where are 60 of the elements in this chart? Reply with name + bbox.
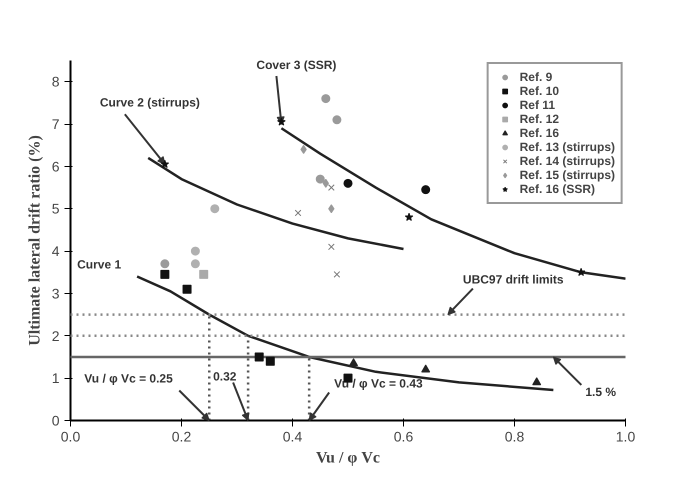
y-tick-label: 5 xyxy=(52,200,60,217)
x-tick-label: 0.0 xyxy=(60,428,80,444)
y-tick-label: 0 xyxy=(52,412,60,428)
point xyxy=(199,270,208,279)
point xyxy=(210,204,220,214)
legend-label: Ref. 12 xyxy=(520,112,559,126)
point xyxy=(328,204,335,214)
legend-label: Ref. 10 xyxy=(520,84,559,98)
point xyxy=(421,364,430,372)
annotation: Cover 3 (SSR) xyxy=(256,58,336,72)
point xyxy=(349,358,358,366)
annotation: Vu / φ Vc = 0.25 xyxy=(84,372,174,386)
point xyxy=(421,185,430,194)
annotation: Curve 1 xyxy=(77,258,122,272)
point xyxy=(160,259,170,268)
legend-label: Ref. 14 (stirrups) xyxy=(520,154,615,168)
y-axis-title: Ultimate lateral drift ratio (%) xyxy=(26,135,44,346)
point xyxy=(190,246,200,256)
point xyxy=(316,174,325,184)
legend-label: Ref. 13 (stirrups) xyxy=(520,140,615,154)
y-tick-label: 8 xyxy=(52,74,60,90)
annotation: 0.32 xyxy=(213,370,237,384)
point xyxy=(332,115,342,124)
x-tick-label: 0.6 xyxy=(394,428,414,444)
point xyxy=(321,94,330,104)
point xyxy=(328,244,335,250)
point xyxy=(182,284,192,294)
x-tick-label: 1.0 xyxy=(616,428,636,444)
legend-label: Ref. 16 (SSR) xyxy=(520,182,595,196)
legend-label: Ref. 15 (stirrups) xyxy=(520,168,615,182)
annotation: 1.5 % xyxy=(585,384,616,399)
point xyxy=(300,144,307,154)
y-tick-label: 6 xyxy=(52,158,60,174)
x-tick-label: 0.4 xyxy=(282,428,302,444)
x-axis-title: Vu / φ Vc xyxy=(316,450,380,466)
point xyxy=(532,377,542,386)
point xyxy=(294,210,302,216)
y-tick-label: 4 xyxy=(52,243,60,260)
x-tick-label: 0.8 xyxy=(504,428,524,444)
point xyxy=(328,184,335,191)
annotation: UBC97 drift limits xyxy=(462,272,564,287)
point xyxy=(576,268,586,276)
point xyxy=(254,352,264,362)
point xyxy=(266,356,275,366)
point xyxy=(404,212,414,221)
y-tick-label: 7 xyxy=(52,116,60,132)
line-series xyxy=(146,156,405,250)
legend-label: Ref. 9 xyxy=(520,70,552,84)
annotation: Curve 2 (stirrups) xyxy=(100,95,200,110)
point xyxy=(190,259,200,268)
point xyxy=(160,160,170,168)
legend-label: Ref. 16 xyxy=(520,126,559,140)
legend-label: Ref 11 xyxy=(520,98,555,112)
x-tick-label: 0.2 xyxy=(172,428,192,444)
y-tick-label: 2 xyxy=(52,328,60,344)
point xyxy=(334,271,340,278)
y-tick-label: 1 xyxy=(52,370,60,386)
point xyxy=(344,178,352,188)
point xyxy=(160,270,170,279)
y-tick-label: 3 xyxy=(52,285,60,302)
